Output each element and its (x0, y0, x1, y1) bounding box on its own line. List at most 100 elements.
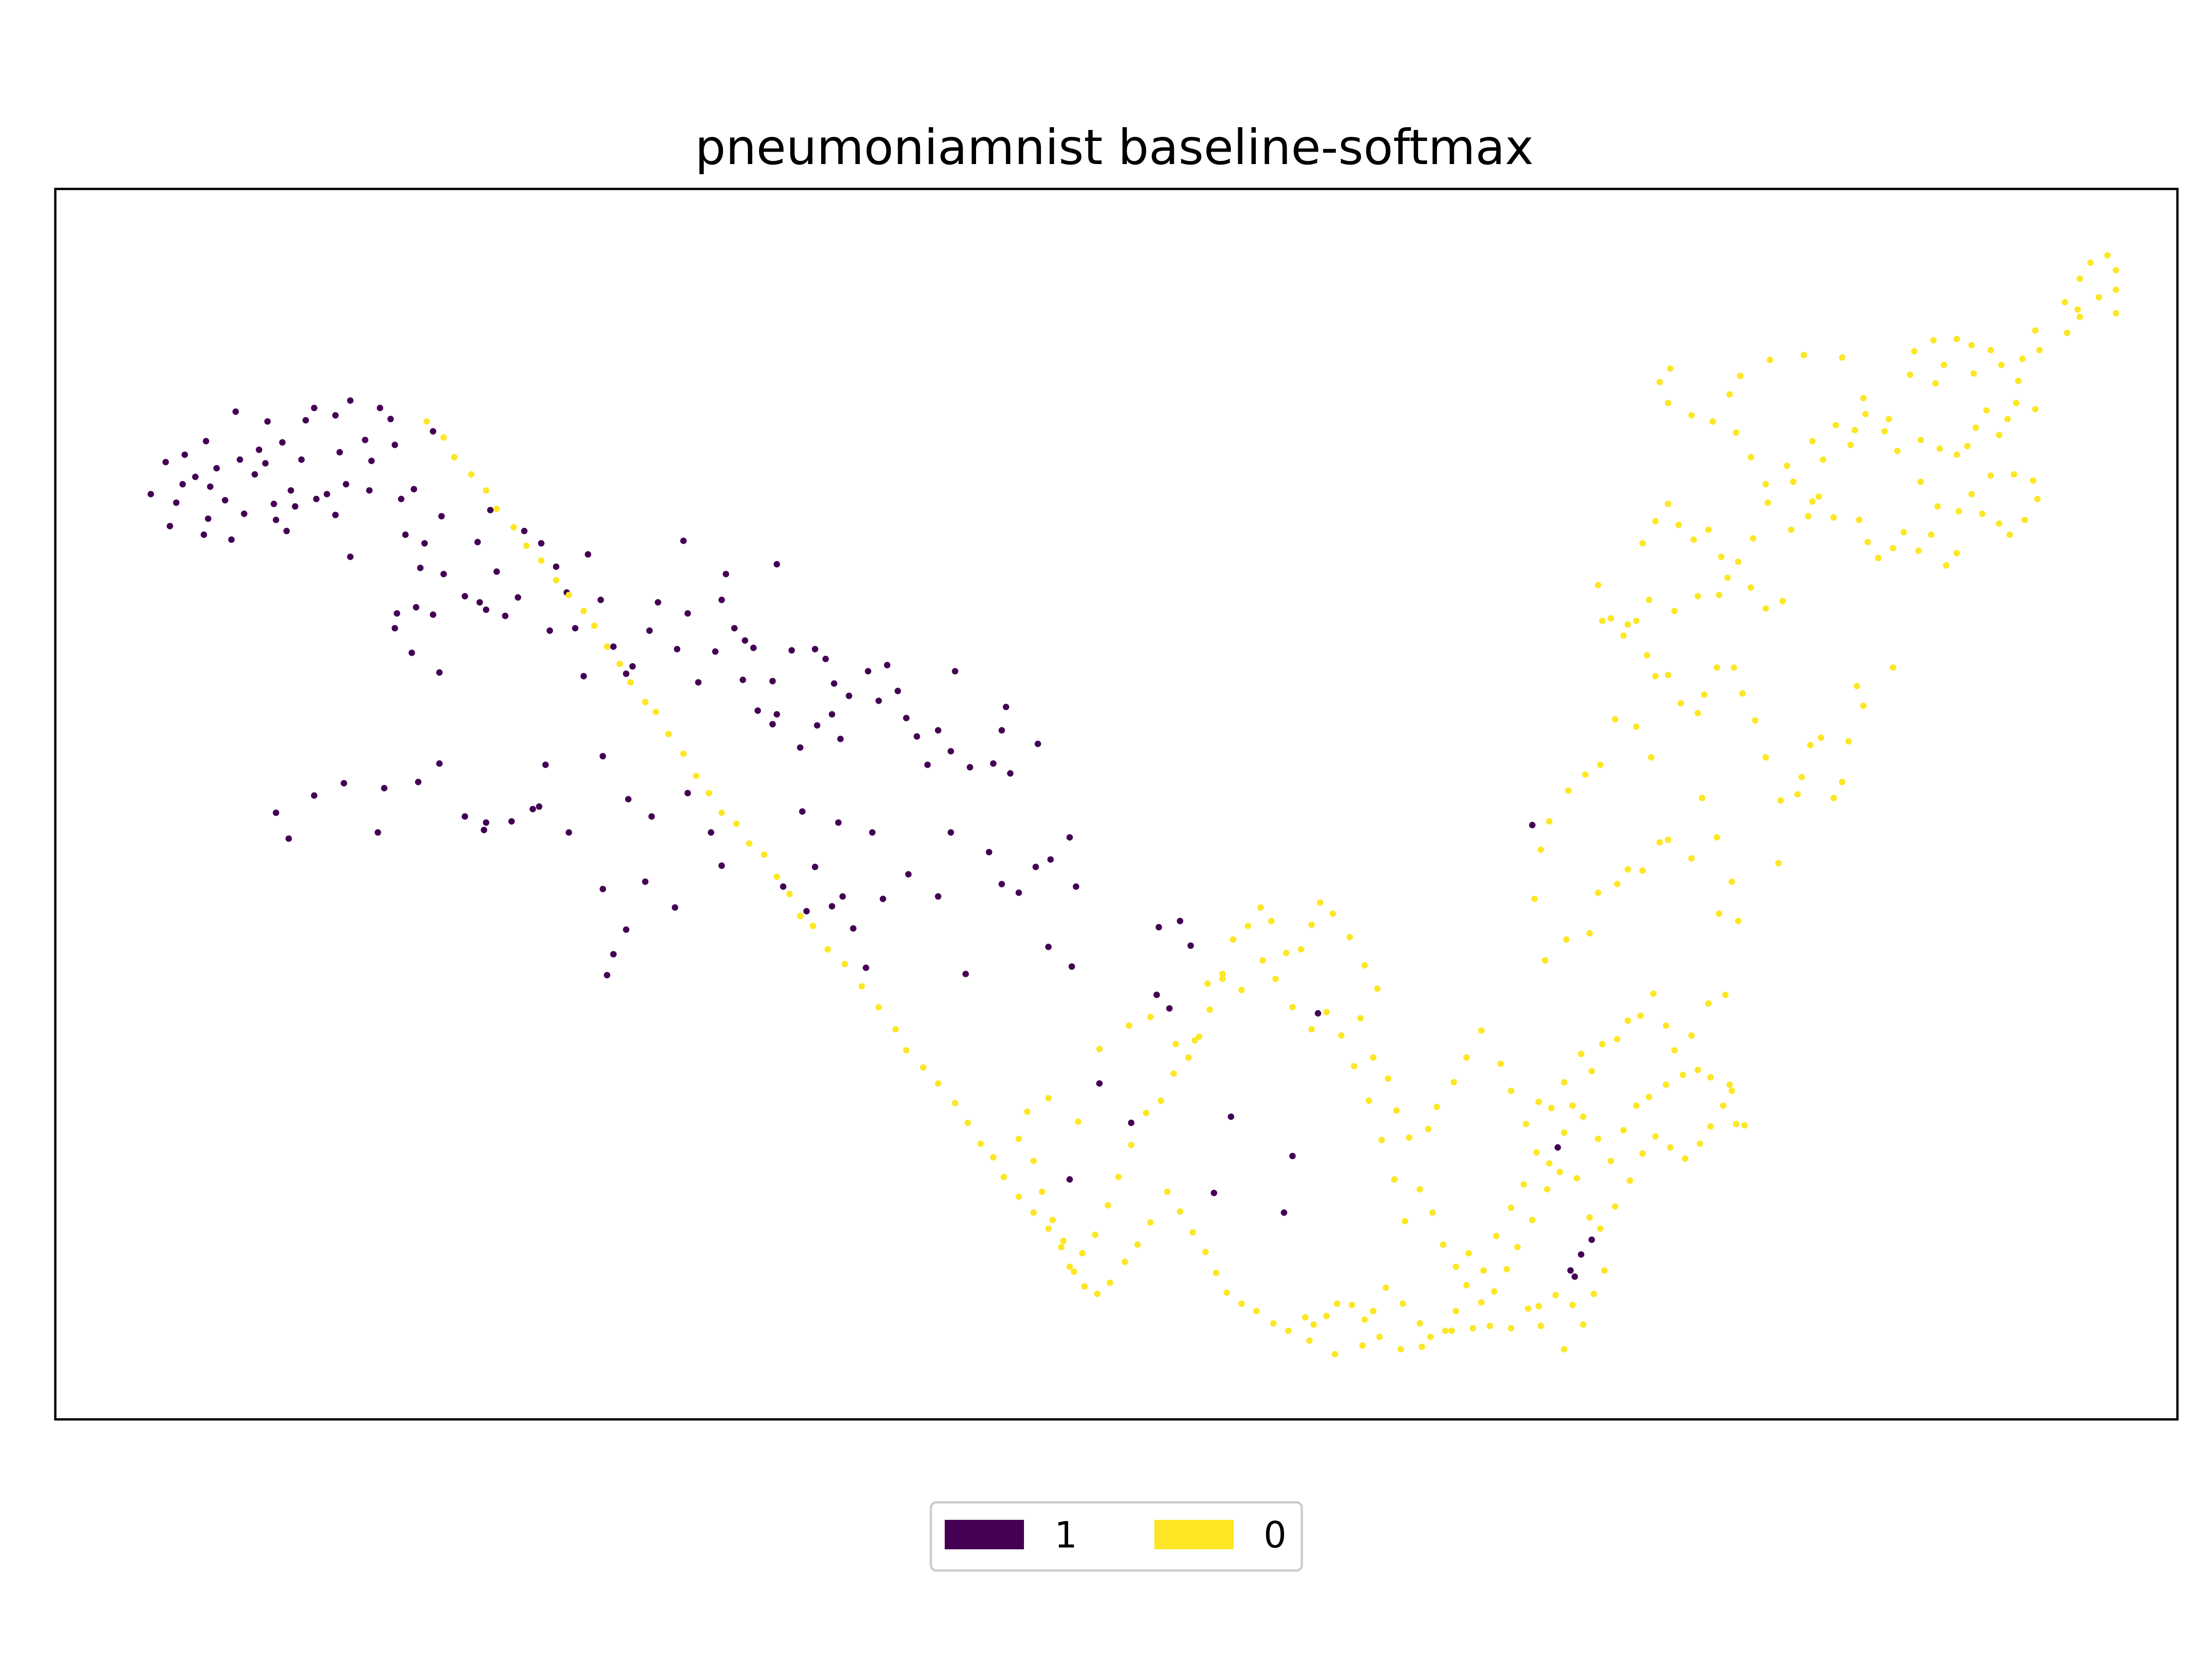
scatter-point-class-1-146 (272, 809, 279, 816)
scatter-point-class-0-141 (1597, 761, 1604, 768)
scatter-point-class-0-321 (1212, 1270, 1219, 1277)
scatter-point-class-1-98 (846, 693, 853, 699)
scatter-point-class-1-26 (298, 456, 305, 463)
scatter-point-class-1-123 (1128, 1119, 1135, 1126)
scatter-point-class-1-155 (529, 806, 536, 812)
scatter-point-class-0-9 (2064, 329, 2071, 336)
scatter-point-class-1-157 (610, 951, 617, 958)
scatter-point-class-0-216 (1045, 1095, 1052, 1102)
scatter-point-class-0-371 (538, 557, 545, 564)
chart-title: pneumoniamnist baseline-softmax (695, 119, 1534, 176)
scatter-point-class-0-217 (1075, 1118, 1082, 1125)
scatter-point-class-0-301 (1590, 1290, 1597, 1297)
scatter-point-class-0-206 (1105, 1202, 1112, 1209)
scatter-point-class-1-9 (205, 515, 212, 522)
scatter-point-class-0-174 (1497, 1060, 1504, 1067)
scatter-point-class-0-268 (1663, 1081, 1670, 1088)
scatter-point-class-0-213 (1030, 1158, 1037, 1165)
scatter-point-class-1-48 (411, 486, 418, 493)
scatter-point-class-0-311 (1397, 1346, 1404, 1353)
scatter-point-class-0-241 (1465, 1250, 1472, 1257)
scatter-point-class-1-68 (547, 627, 553, 634)
scatter-point-class-0-65 (1987, 472, 1994, 479)
scatter-point-class-1-67 (538, 540, 545, 547)
scatter-point-class-1-8 (213, 465, 220, 472)
scatter-point-class-0-66 (2011, 471, 2018, 478)
scatter-point-class-0-125 (1853, 682, 1860, 689)
scatter-point-class-1-135 (1578, 1251, 1584, 1258)
scatter-point-class-0-73 (1953, 550, 1960, 557)
scatter-point-class-1-53 (429, 611, 436, 618)
scatter-point-class-1-61 (482, 606, 489, 613)
scatter-point-class-1-31 (324, 491, 330, 498)
scatter-point-class-0-218 (1096, 1046, 1103, 1053)
scatter-point-class-1-164 (707, 829, 714, 836)
scatter-point-class-0-315 (1306, 1337, 1313, 1344)
scatter-point-class-0-167 (1588, 1068, 1595, 1075)
scatter-point-class-0-144 (1546, 818, 1553, 825)
scatter-point-class-1-126 (1187, 942, 1194, 949)
scatter-point-class-0-114 (1694, 710, 1701, 717)
scatter-point-class-0-196 (1230, 936, 1236, 943)
scatter-point-class-0-98 (1747, 584, 1754, 591)
scatter-point-class-0-227 (1272, 976, 1279, 982)
scatter-point-class-0-313 (1359, 1342, 1366, 1349)
scatter-point-class-0-261 (1729, 1088, 1735, 1094)
scatter-point-class-0-152 (1624, 866, 1631, 873)
scatter-points (147, 252, 2119, 1358)
scatter-point-class-0-27 (2004, 416, 2011, 423)
scatter-point-class-0-63 (1955, 508, 1962, 515)
scatter-point-class-0-44 (1809, 498, 1816, 505)
scatter-point-class-0-18 (1941, 361, 1947, 368)
scatter-point-class-0-37 (1862, 411, 1869, 418)
scatter-point-class-0-329 (1106, 1279, 1113, 1286)
scatter-point-class-1-133 (1554, 1144, 1561, 1151)
scatter-point-class-0-139 (1633, 723, 1640, 730)
scatter-point-class-0-120 (1762, 754, 1769, 761)
scatter-point-class-0-147 (1541, 957, 1548, 964)
scatter-point-class-1-112 (1007, 770, 1014, 777)
scatter-point-class-0-64 (1968, 491, 1975, 498)
scatter-point-class-0-118 (1739, 690, 1746, 697)
scatter-point-class-0-171 (1535, 1099, 1542, 1106)
legend-label-0: 0 (1264, 1515, 1287, 1556)
scatter-point-class-0-306 (1508, 1325, 1514, 1332)
scatter-point-class-0-135 (1713, 834, 1720, 841)
scatter-point-class-1-50 (421, 540, 428, 547)
scatter-point-class-1-107 (935, 727, 941, 734)
scatter-point-class-0-74 (1943, 562, 1950, 569)
scatter-point-class-1-127 (1211, 1189, 1218, 1196)
scatter-point-class-0-129 (1839, 778, 1846, 785)
scatter-point-class-0-25 (2013, 400, 2019, 406)
scatter-point-class-0-137 (1665, 836, 1671, 843)
scatter-point-class-0-138 (1648, 754, 1654, 761)
scatter-point-class-1-136 (1588, 1236, 1595, 1243)
scatter-point-class-0-19 (1932, 380, 1939, 387)
scatter-point-class-0-199 (1196, 1033, 1203, 1040)
scatter-point-class-1-71 (572, 625, 579, 632)
scatter-point-class-0-146 (1531, 895, 1538, 902)
scatter-point-class-0-33 (1936, 445, 1943, 452)
scatter-point-class-0-375 (482, 487, 489, 494)
scatter-point-class-0-201 (1170, 1070, 1177, 1077)
scatter-point-class-0-39 (1847, 441, 1854, 448)
scatter-point-class-1-29 (313, 495, 320, 502)
scatter-point-class-0-307 (1487, 1323, 1493, 1330)
scatter-point-class-0-320 (1224, 1289, 1230, 1296)
scatter-point-class-0-96 (1779, 598, 1786, 605)
legend-label-1: 1 (1054, 1515, 1077, 1556)
scatter-point-class-1-10 (207, 483, 214, 490)
scatter-point-class-0-113 (1677, 700, 1684, 707)
scatter-point-class-0-46 (1762, 481, 1769, 488)
scatter-point-class-0-284 (1453, 1308, 1459, 1314)
scatter-point-class-0-60 (1885, 416, 1892, 423)
scatter-point-class-1-47 (394, 610, 400, 617)
scatter-point-class-0-194 (1257, 904, 1264, 911)
scatter-point-class-1-185 (1047, 856, 1054, 863)
scatter-point-class-1-103 (894, 688, 901, 694)
scatter-point-class-0-202 (1158, 1097, 1165, 1104)
scatter-point-class-0-292 (1348, 1301, 1355, 1308)
scatter-point-class-0-186 (1361, 962, 1368, 969)
scatter-point-class-0-211 (1049, 1217, 1056, 1224)
